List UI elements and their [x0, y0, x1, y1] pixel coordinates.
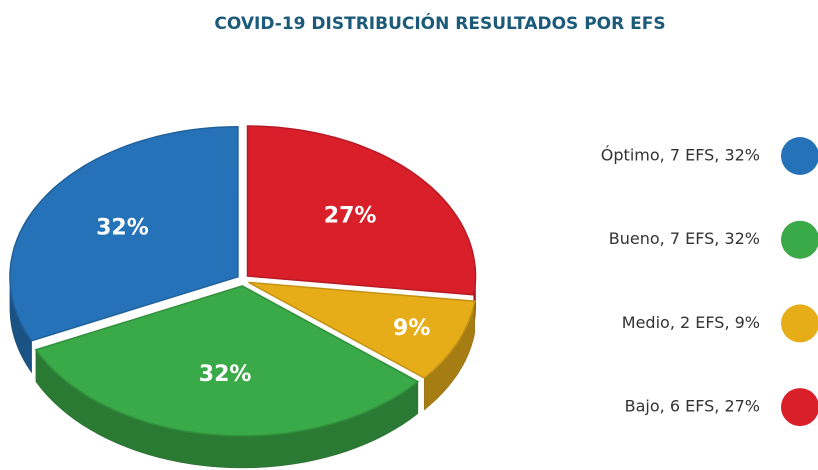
legend-label: Bajo, 6 EFS, 27% [625, 397, 760, 416]
chart-title: COVID-19 DISTRIBUCIÓN RESULTADOS POR EFS [214, 12, 665, 34]
value-label: 9% [393, 316, 430, 341]
slice [9, 126, 239, 342]
legend-label: Bueno, 7 EFS, 32% [609, 229, 760, 248]
legend-swatch [781, 137, 818, 175]
legend-swatch [781, 304, 818, 343]
slice [34, 285, 420, 437]
legend-label: Medio, 2 EFS, 9% [622, 313, 760, 332]
legend-label: Óptimo, 7 EFS, 32% [601, 146, 760, 165]
legend-swatch [781, 220, 818, 259]
legend-swatch [781, 388, 818, 427]
slice [248, 281, 476, 379]
value-label: 27% [324, 204, 377, 229]
value-label: 32% [199, 362, 252, 387]
value-label: 32% [96, 216, 149, 241]
slice [246, 125, 477, 296]
